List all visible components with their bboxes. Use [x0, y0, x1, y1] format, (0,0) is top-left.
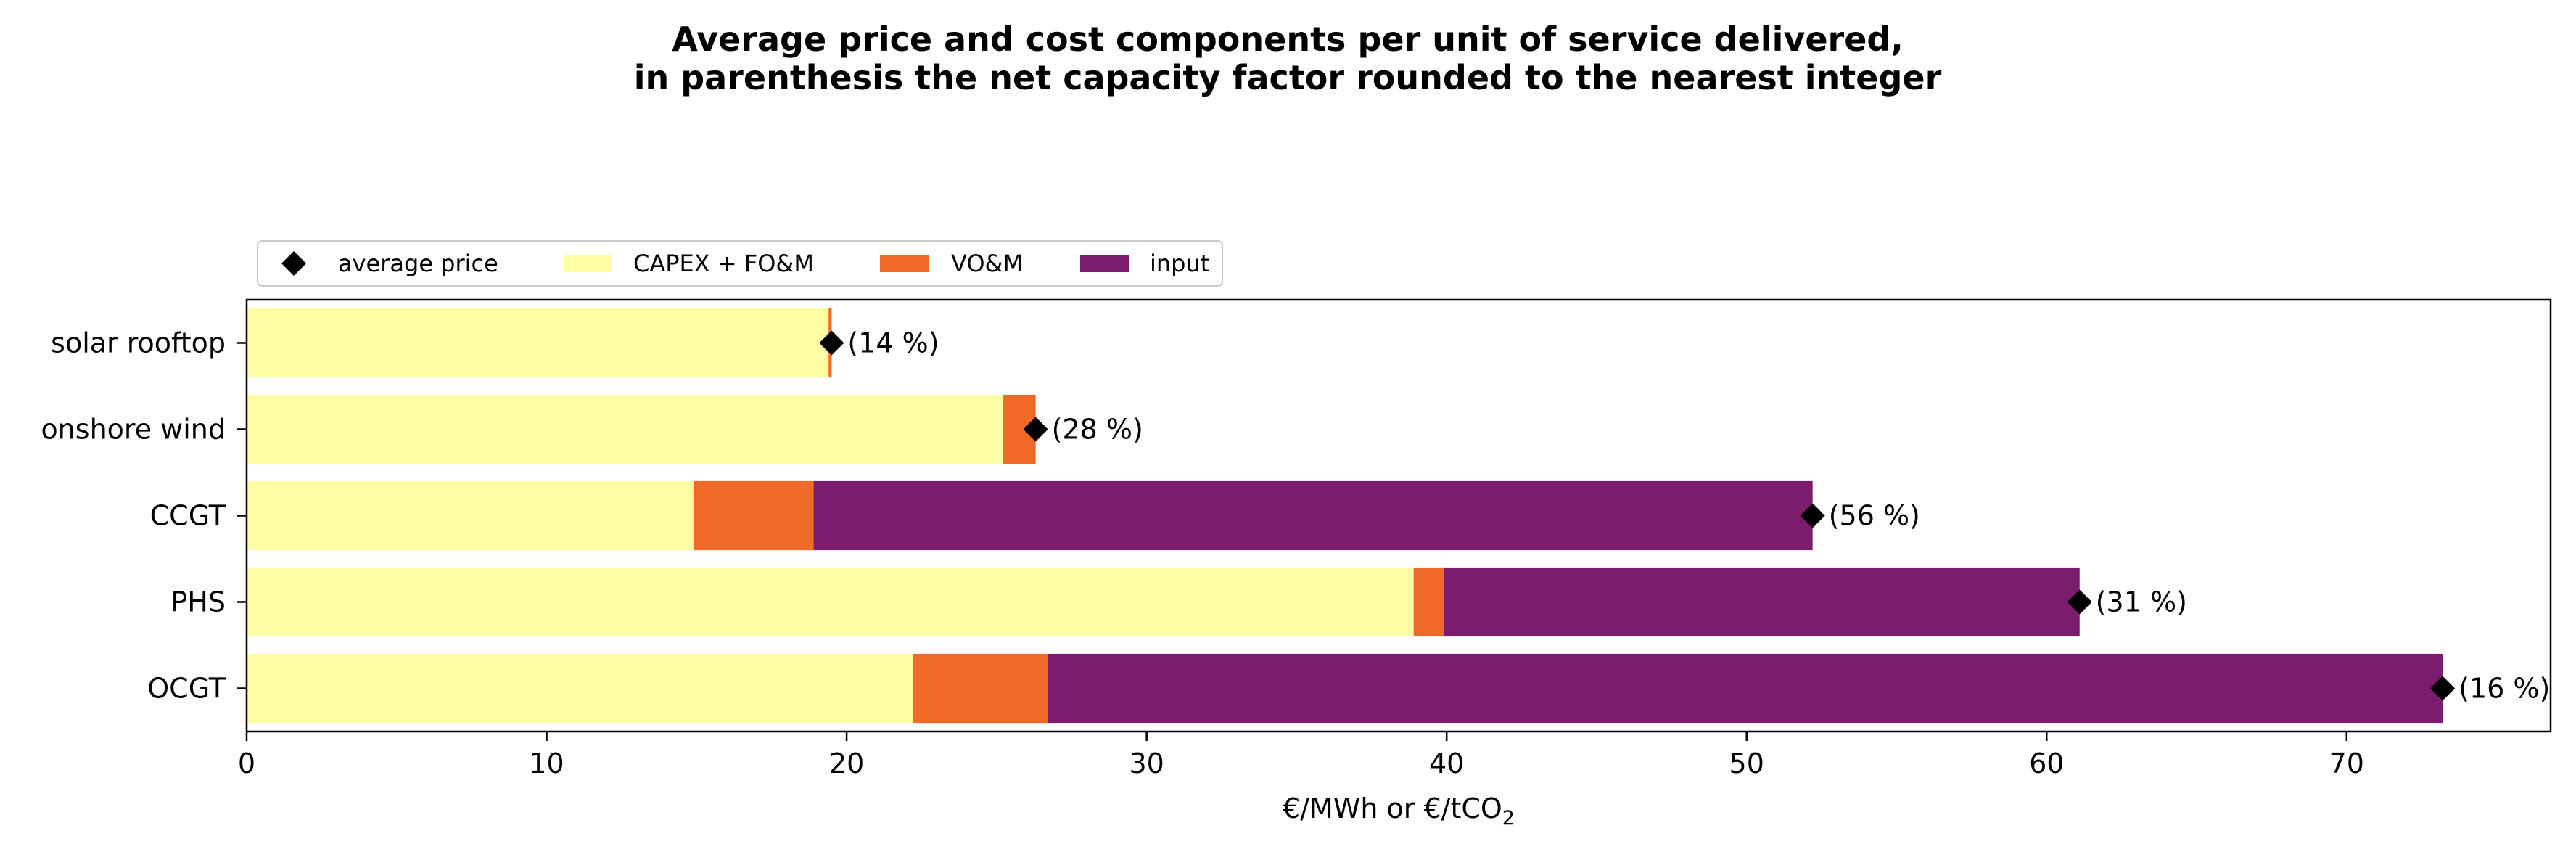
capacity-factor-label-3: (31 %): [2096, 586, 2187, 618]
capacity-factor-label-4: (16 %): [2458, 673, 2550, 705]
legend-marker-average-price: [281, 251, 306, 276]
legend-swatch-0: [564, 255, 612, 272]
legend: average price CAPEX + FO&M VO&M input: [257, 240, 1223, 287]
legend-label-1: VO&M: [951, 250, 1023, 277]
bar-0-2: [247, 480, 694, 551]
x-tick-label-2: 20: [829, 747, 864, 779]
x-tick-label-0: 0: [238, 747, 255, 779]
axes-layer: 0 10 20 30 40 50 60 70 solar rooftop onshore wind…: [41, 298, 2552, 829]
legend-frame: [257, 240, 1223, 287]
x-tick-label-4: 40: [1429, 747, 1464, 779]
legend-label-0: CAPEX + FO&M: [633, 250, 814, 277]
capacity-factor-label-0: (14 %): [847, 327, 939, 359]
x-tick-label-5: 50: [1729, 747, 1764, 779]
legend-label-2: input: [1150, 250, 1209, 277]
bar-2-4: [1048, 653, 2443, 724]
y-tick-label-1: onshore wind: [41, 414, 226, 446]
legend-swatch-2: [1080, 255, 1129, 272]
bar-1-4: [913, 653, 1048, 724]
bar-2-3: [1444, 567, 2080, 637]
markers-layer: [819, 330, 2456, 701]
bar-0-4: [247, 653, 913, 724]
bars-layer: [247, 308, 2443, 724]
capacity-factor-label-1: (28 %): [1052, 414, 1143, 446]
y-tick-label-4: OCGT: [147, 673, 226, 705]
average-price-marker-3: [2067, 589, 2092, 615]
chart-title: Average price and cost components per un…: [672, 20, 1904, 59]
x-tick-label-7: 70: [2329, 747, 2364, 779]
annotations-layer: (14 %) (28 %) (56 %) (31 %) (16 %): [847, 327, 2550, 705]
y-tick-label-0: solar rooftop: [51, 327, 226, 359]
legend-label-average-price: average price: [338, 250, 498, 277]
bar-1-2: [694, 480, 814, 551]
x-tick-label-1: 10: [529, 747, 564, 779]
bar-1-3: [1413, 567, 1444, 637]
bar-0-0: [247, 308, 829, 378]
average-price-marker-4: [2430, 676, 2456, 701]
x-tick-label-6: 60: [2029, 747, 2064, 779]
y-tick-label-2: CCGT: [150, 500, 226, 532]
x-axis-label: €/MWh or €/tCO2: [1283, 792, 1515, 829]
y-tick-label-3: PHS: [170, 586, 226, 618]
average-price-marker-0: [819, 330, 844, 356]
bar-2-2: [813, 480, 1813, 551]
bar-0-3: [247, 567, 1414, 637]
average-price-marker-1: [1023, 417, 1048, 442]
legend-swatch-1: [880, 255, 929, 272]
bar-0-1: [247, 394, 1003, 464]
x-tick-label-3: 30: [1129, 747, 1164, 779]
capacity-factor-label-2: (56 %): [1829, 500, 1920, 532]
average-price-marker-2: [1800, 503, 1825, 528]
chart-subtitle: in parenthesis the net capacity factor r…: [634, 58, 1942, 97]
